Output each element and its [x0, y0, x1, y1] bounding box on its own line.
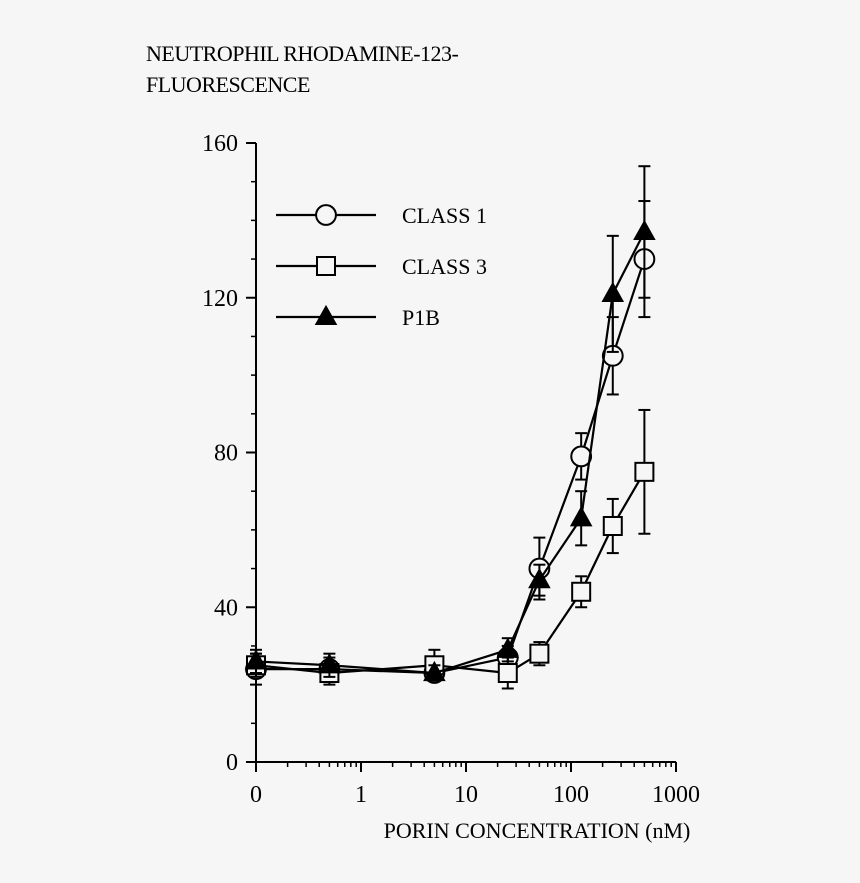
y-tick-label: 80	[214, 441, 238, 467]
x-tick-label: 1000	[652, 782, 700, 808]
chart-title-line-1: NEUTROPHIL RHODAMINE-123-	[146, 41, 459, 66]
y-tick-label: 120	[202, 286, 238, 312]
series-line	[255, 471, 646, 675]
chart-title: NEUTROPHIL RHODAMINE-123- FLUORESCENCE	[146, 38, 459, 100]
data-point	[570, 445, 593, 468]
data-point	[569, 506, 593, 527]
y-tick-label: 160	[202, 131, 238, 157]
legend-entry: CLASS 1	[276, 203, 487, 228]
legend-marker	[315, 204, 337, 226]
legend: CLASS 1 CLASS 3 P1B	[276, 203, 487, 330]
series-line	[255, 231, 646, 675]
x-tick-label: 100	[553, 782, 589, 808]
x-tick-label: 10	[454, 782, 478, 808]
chart-title-line-2: FLUORESCENCE	[146, 72, 310, 97]
data-point	[633, 219, 656, 241]
axes: 0 40 80 120 160 0 1 10 100 1000	[202, 131, 700, 808]
legend-entry: CLASS 3	[276, 254, 487, 279]
data-point	[423, 660, 446, 682]
data-point	[244, 649, 268, 670]
data-point	[528, 567, 551, 589]
data-point	[496, 637, 520, 658]
data-point	[634, 461, 655, 482]
series-class-3	[246, 408, 655, 690]
series-group	[244, 165, 656, 690]
data-point	[601, 281, 625, 302]
series-p1b	[244, 165, 656, 682]
legend-marker	[316, 256, 336, 276]
x-tick-label: 0	[250, 782, 262, 808]
data-point	[529, 643, 550, 664]
legend-entry: P1B	[276, 304, 440, 330]
x-tick-label: 1	[355, 782, 367, 808]
data-point	[602, 516, 623, 537]
y-tick-label: 0	[226, 750, 238, 776]
legend-label: CLASS 1	[402, 203, 487, 228]
data-point	[318, 653, 341, 674]
legend-marker	[314, 304, 338, 326]
data-point	[571, 581, 592, 602]
data-point	[497, 663, 518, 684]
x-axis-title: PORIN CONCENTRATION (nM)	[384, 818, 691, 843]
legend-label: CLASS 3	[402, 254, 487, 279]
legend-label: P1B	[402, 305, 440, 330]
y-tick-label: 40	[214, 595, 238, 621]
